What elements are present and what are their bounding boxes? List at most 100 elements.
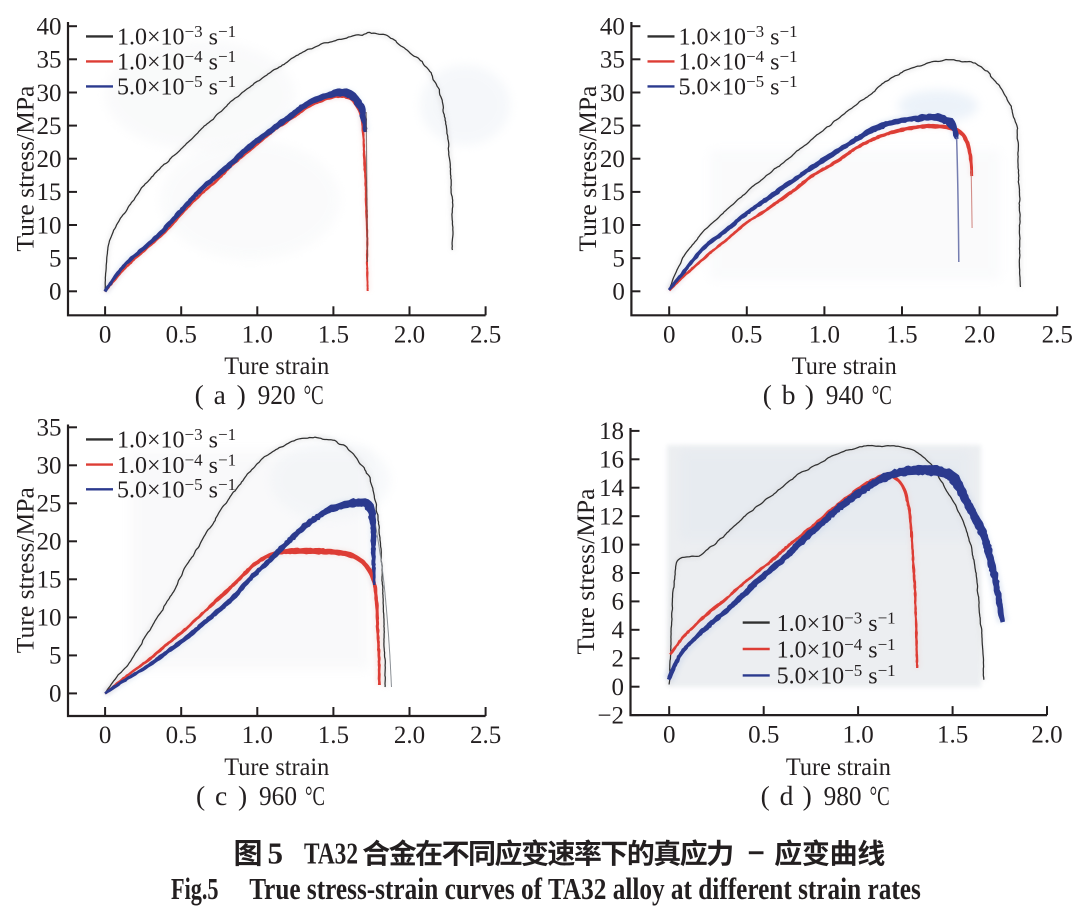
svg-text:5.0×10−5 s−1: 5.0×10−5 s−1 — [117, 72, 236, 101]
svg-text:20: 20 — [37, 529, 62, 556]
svg-text:2.5: 2.5 — [470, 722, 501, 749]
svg-text:1.0×10−4 s−1: 1.0×10−4 s−1 — [117, 450, 236, 479]
svg-text:5.0×10−5 s−1: 5.0×10−5 s−1 — [117, 475, 236, 504]
svg-text:(: ( — [763, 379, 772, 410]
svg-text:980: 980 — [824, 780, 862, 811]
svg-text:0.5: 0.5 — [166, 322, 197, 349]
svg-text:0: 0 — [49, 681, 62, 708]
svg-text:15: 15 — [37, 567, 62, 594]
svg-text:2.0: 2.0 — [394, 322, 425, 349]
svg-text:2.0: 2.0 — [1031, 721, 1062, 748]
svg-text:15: 15 — [37, 179, 62, 206]
svg-text:0: 0 — [612, 279, 625, 306]
svg-text:1.5: 1.5 — [318, 322, 349, 349]
svg-text:0: 0 — [663, 322, 676, 349]
svg-text:5.0×10−5 s−1: 5.0×10−5 s−1 — [679, 72, 798, 101]
svg-text:5: 5 — [268, 836, 284, 871]
svg-text:1.0: 1.0 — [809, 322, 840, 349]
svg-text:2.5: 2.5 — [470, 322, 501, 349]
svg-text:−2: −2 — [597, 702, 624, 729]
svg-text:14: 14 — [599, 475, 625, 502]
svg-text:a: a — [214, 379, 226, 410]
svg-text:Ture stress/MPa: Ture stress/MPa — [13, 86, 40, 252]
svg-text:35: 35 — [37, 415, 62, 442]
svg-text:Ture stress/MPa: Ture stress/MPa — [13, 487, 40, 653]
svg-text:Ture strain: Ture strain — [792, 353, 897, 380]
svg-text:4: 4 — [612, 617, 625, 644]
svg-text:12: 12 — [599, 504, 624, 531]
svg-text:): ) — [237, 379, 246, 410]
svg-text:10: 10 — [599, 532, 624, 559]
svg-text:18: 18 — [599, 418, 624, 445]
svg-text:(: ( — [195, 379, 204, 410]
svg-text:Ture stress/MPa: Ture stress/MPa — [575, 86, 602, 252]
svg-text:40: 40 — [37, 14, 62, 41]
svg-text:0: 0 — [99, 722, 112, 749]
svg-text:15: 15 — [600, 179, 625, 206]
svg-text:30: 30 — [37, 453, 62, 480]
svg-text:1.0×10−3 s−1: 1.0×10−3 s−1 — [777, 608, 896, 637]
svg-text:0.5: 0.5 — [731, 322, 762, 349]
svg-text:1.0×10−3 s−1: 1.0×10−3 s−1 — [117, 22, 236, 51]
svg-text:): ) — [805, 379, 814, 410]
svg-text:940: 940 — [826, 379, 864, 410]
svg-text:16: 16 — [599, 447, 624, 474]
svg-text:Ture stress/MPa: Ture stress/MPa — [573, 489, 600, 655]
svg-text:5: 5 — [49, 246, 62, 273]
svg-text:°C: °C — [305, 780, 325, 811]
svg-text:1.0: 1.0 — [242, 722, 273, 749]
svg-text:°C: °C — [870, 780, 890, 811]
svg-text:Ture strain: Ture strain — [224, 353, 329, 380]
svg-text:°C: °C — [872, 379, 892, 410]
svg-text:0: 0 — [612, 674, 625, 701]
svg-text:1.0×10−3 s−1: 1.0×10−3 s−1 — [117, 425, 236, 454]
svg-text:TA32: TA32 — [304, 836, 358, 871]
svg-text:2.0: 2.0 — [964, 322, 995, 349]
svg-text:25: 25 — [600, 113, 625, 140]
svg-text:): ) — [238, 780, 247, 811]
svg-text:1.0×10−4 s−1: 1.0×10−4 s−1 — [777, 635, 896, 664]
svg-text:1.5: 1.5 — [886, 322, 917, 349]
svg-text:920: 920 — [258, 379, 296, 410]
svg-text:2.5: 2.5 — [1042, 322, 1073, 349]
svg-text:25: 25 — [37, 113, 62, 140]
svg-text:20: 20 — [600, 146, 625, 173]
svg-text:1.0: 1.0 — [842, 721, 873, 748]
svg-text:35: 35 — [600, 47, 625, 74]
svg-text:0: 0 — [663, 721, 676, 748]
svg-text:Ture strain: Ture strain — [786, 754, 891, 781]
svg-text:30: 30 — [600, 80, 625, 107]
svg-text:1.0×10−4 s−1: 1.0×10−4 s−1 — [117, 47, 236, 76]
svg-text:6: 6 — [612, 589, 625, 616]
svg-text:10: 10 — [37, 605, 62, 632]
svg-text:960: 960 — [259, 780, 297, 811]
svg-text:40: 40 — [600, 14, 625, 41]
svg-text:25: 25 — [37, 491, 62, 518]
svg-text:(: ( — [761, 780, 770, 811]
svg-text:2: 2 — [612, 646, 625, 673]
svg-text:1.5: 1.5 — [937, 721, 968, 748]
svg-text:Fig.5: Fig.5 — [171, 871, 219, 906]
svg-text:2.0: 2.0 — [394, 722, 425, 749]
svg-text:): ) — [803, 780, 812, 811]
svg-text:5.0×10−5 s−1: 5.0×10−5 s−1 — [777, 661, 896, 690]
svg-text:35: 35 — [37, 47, 62, 74]
svg-text:10: 10 — [37, 212, 62, 239]
svg-text:d: d — [780, 780, 794, 811]
svg-text:0: 0 — [99, 322, 112, 349]
svg-text:30: 30 — [37, 80, 62, 107]
svg-text:1.0×10−3 s−1: 1.0×10−3 s−1 — [679, 22, 798, 51]
svg-text:1.5: 1.5 — [318, 722, 349, 749]
svg-text:1.0: 1.0 — [242, 322, 273, 349]
svg-text:5: 5 — [612, 246, 625, 273]
svg-text:20: 20 — [37, 146, 62, 173]
svg-text:1.0×10−4 s−1: 1.0×10−4 s−1 — [679, 47, 798, 76]
svg-text:Ture strain: Ture strain — [224, 754, 329, 781]
svg-text:10: 10 — [600, 212, 625, 239]
svg-text:8: 8 — [612, 560, 625, 587]
svg-text:b: b — [782, 379, 796, 410]
svg-text:(: ( — [196, 780, 205, 811]
svg-text:°C: °C — [304, 379, 324, 410]
svg-text:5: 5 — [49, 643, 62, 670]
svg-text:0: 0 — [49, 279, 62, 306]
